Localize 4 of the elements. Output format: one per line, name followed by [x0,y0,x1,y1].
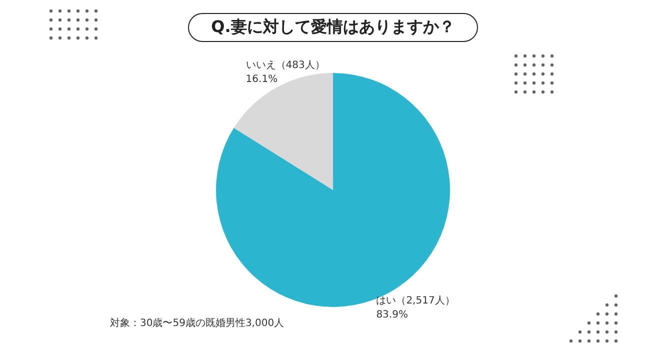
chart-title: Q.妻に対して愛情はありますか？ [188,13,478,42]
slice-label: いいえ（483人） 16.1% [246,60,325,85]
slice-label: はい（2,517人） 83.9% [376,295,455,320]
text: 対象：30歳〜59歳の既婚男性3,000人 [110,316,284,331]
